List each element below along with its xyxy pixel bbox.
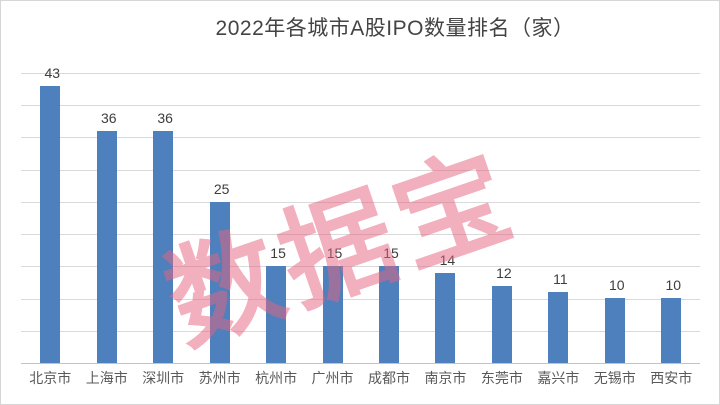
bar-南京市 [435,273,455,363]
category-label-无锡市: 无锡市 [593,370,636,386]
category-label-西安市: 西安市 [650,370,693,386]
category-label-上海市: 上海市 [85,370,128,386]
data-label-杭州市: 15 [270,245,286,261]
category-label-成都市: 成都市 [368,370,410,386]
category-label-广州市: 广州市 [311,370,354,386]
gridline-20 [21,234,700,235]
data-label-苏州市: 25 [213,181,230,197]
gridline-35 [21,137,700,138]
data-label-深圳市: 36 [157,110,173,126]
bar-杭州市 [266,266,286,363]
gridline-45 [21,73,700,74]
data-label-无锡市: 10 [609,277,625,293]
category-label-苏州市: 苏州市 [198,370,241,386]
category-label-嘉兴市: 嘉兴市 [537,370,580,386]
bar-广州市 [323,266,343,363]
data-label-西安市: 10 [665,277,682,293]
data-label-南京市: 14 [439,252,456,268]
bar-无锡市 [605,298,625,363]
gridline-30 [21,170,700,171]
data-label-北京市: 43 [44,65,61,81]
bar-深圳市 [153,131,173,363]
gridline-15 [21,266,700,267]
category-label-杭州市: 杭州市 [255,370,298,386]
x-axis-line [21,363,700,364]
bar-苏州市 [210,202,230,363]
category-label-北京市: 北京市 [29,370,72,386]
category-label-东莞市: 东莞市 [480,370,523,386]
data-label-上海市: 36 [100,110,117,126]
bar-北京市 [40,86,60,363]
bar-西安市 [661,298,681,363]
gridline-10 [21,299,700,300]
data-label-广州市: 15 [326,245,343,261]
bar-成都市 [379,266,399,363]
bar-上海市 [97,131,117,363]
bar-嘉兴市 [548,292,568,363]
chart-title: 2022年各城市A股IPO数量排名（家） [215,17,575,40]
gridline-5 [21,331,700,332]
data-label-嘉兴市: 11 [553,271,568,287]
data-label-成都市: 15 [383,245,399,261]
category-label-深圳市: 深圳市 [142,370,185,386]
gridline-25 [21,202,700,203]
bar-东莞市 [492,286,512,363]
data-label-东莞市: 12 [496,265,512,281]
gridline-40 [21,105,700,106]
category-label-南京市: 南京市 [424,370,467,386]
